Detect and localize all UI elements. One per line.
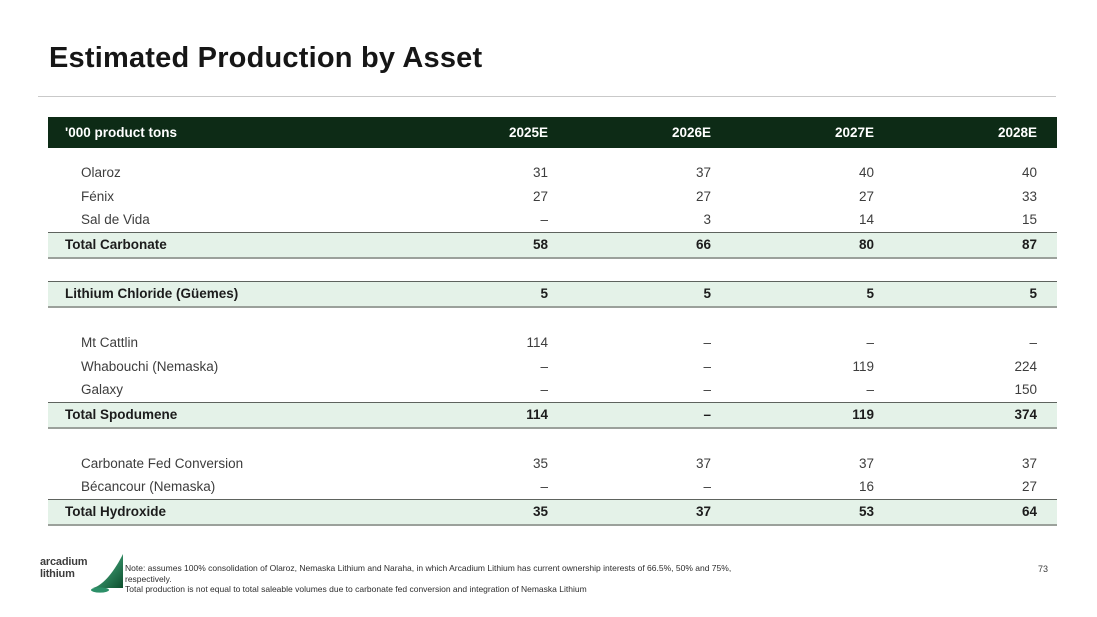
header-units-label: '000 product tons <box>65 125 177 140</box>
row-label: Mt Cattlin <box>81 334 139 350</box>
cell-value: 37 <box>695 164 711 180</box>
table-row: Sal de Vida – 3 14 15 <box>48 208 1057 232</box>
spacer-row <box>48 258 1057 281</box>
cell-value: 53 <box>731 498 894 526</box>
cell-value: 119 <box>852 358 874 374</box>
row-label: Galaxy <box>81 382 124 398</box>
row-label: Total Spodumene <box>48 401 405 429</box>
title-divider <box>38 96 1056 97</box>
cell-value: – <box>703 358 711 374</box>
spacer-cell <box>48 307 1057 330</box>
row-label: Sal de Vida <box>81 212 150 228</box>
spacer-row <box>48 148 1057 160</box>
cell-value: 37 <box>568 498 731 526</box>
header-year-2028e: 2028E <box>997 125 1037 140</box>
company-logo: arcadium lithium <box>40 552 127 599</box>
page-title: Estimated Production by Asset <box>49 42 483 74</box>
cell-value: – <box>540 479 548 495</box>
row-label: Fénix <box>81 188 115 204</box>
cell-value: 5 <box>894 280 1057 308</box>
cell-value: 27 <box>695 188 711 204</box>
cell-value: 374 <box>894 401 1057 429</box>
footnote-line-2: Total production is not equal to total s… <box>125 584 587 594</box>
cell-value: 114 <box>405 401 568 429</box>
cell-value: 33 <box>1021 188 1037 204</box>
cell-value: 16 <box>858 479 874 495</box>
cell-value: 14 <box>858 212 874 228</box>
cell-value: 31 <box>532 164 548 180</box>
production-table: '000 product tons 2025E 2026E 2027E 2028… <box>48 117 1057 526</box>
row-label: Total Hydroxide <box>48 498 405 526</box>
production-table-body: Olaroz 31 37 40 40 Fénix 27 27 27 33 Sal de Vida – 3… <box>48 148 1057 526</box>
cell-value: 87 <box>894 231 1057 259</box>
cell-value: – <box>540 382 548 398</box>
page-number: 73 <box>1037 564 1048 574</box>
cell-value: – <box>866 334 874 350</box>
table-row: Olaroz 31 37 40 40 <box>48 160 1057 184</box>
cell-value: 35 <box>405 498 568 526</box>
cell-value: 37 <box>858 455 874 471</box>
logo-word-arcadium: arcadium <box>40 556 88 568</box>
table-row: Galaxy – – – 150 <box>48 378 1057 402</box>
cell-value: – <box>703 334 711 350</box>
spacer-row <box>48 307 1057 330</box>
cell-value: 37 <box>1021 455 1037 471</box>
cell-value: 80 <box>731 231 894 259</box>
footnote: Note: assumes 100% consolidation of Olar… <box>125 563 775 595</box>
cell-value: 40 <box>1021 164 1037 180</box>
table-row: Total Spodumene 114–119 374 <box>48 401 1057 429</box>
row-label: Whabouchi (Nemaska) <box>81 358 219 374</box>
cell-value: 27 <box>858 188 874 204</box>
cell-value: 27 <box>1021 479 1037 495</box>
cell-value: 114 <box>526 334 548 350</box>
cell-value: 64 <box>894 498 1057 526</box>
cell-value: 224 <box>1014 358 1037 374</box>
cell-value: – <box>703 382 711 398</box>
cell-value: 5 <box>405 280 568 308</box>
table-row: Fénix 27 27 27 33 <box>48 184 1057 208</box>
cell-value: 66 <box>568 231 731 259</box>
table-row: Lithium Chloride (Güemes) 5 5 5 5 <box>48 280 1057 308</box>
cell-value: 5 <box>568 280 731 308</box>
table-header-row: '000 product tons 2025E 2026E 2027E 2028… <box>48 117 1057 148</box>
table-row: Total Carbonate 58 66 80 87 <box>48 231 1057 259</box>
cell-value: – <box>703 479 711 495</box>
cell-value: – <box>1029 334 1037 350</box>
cell-value: 5 <box>731 280 894 308</box>
cell-value: 150 <box>1014 382 1037 398</box>
table-row: Mt Cattlin 114 – – – <box>48 330 1057 354</box>
cell-value: 15 <box>1021 212 1037 228</box>
cell-value: 27 <box>532 188 548 204</box>
cell-value: – <box>568 401 731 429</box>
table-row: Carbonate Fed Conversion 35 37 37 37 <box>48 451 1057 475</box>
table-row: Total Hydroxide 35 37 53 64 <box>48 498 1057 526</box>
cell-value: – <box>540 212 548 228</box>
row-label: Lithium Chloride (Güemes) <box>48 280 405 308</box>
logo-word-lithium: lithium <box>40 567 75 580</box>
table-row: Bécancour (Nemaska) – – 16 27 <box>48 475 1057 499</box>
cell-value: 3 <box>703 212 711 228</box>
spacer-cell <box>48 258 1057 281</box>
cell-value: – <box>540 358 548 374</box>
spacer-row <box>48 428 1057 451</box>
table-row: Whabouchi (Nemaska) – – 119 224 <box>48 354 1057 378</box>
row-label: Bécancour (Nemaska) <box>81 479 216 495</box>
footnote-line-1: Note: assumes 100% consolidation of Olar… <box>125 563 732 584</box>
header-year-2026e: 2026E <box>671 125 711 140</box>
row-label: Carbonate Fed Conversion <box>81 455 244 471</box>
cell-value: 35 <box>532 455 548 471</box>
arcadium-sail-icon <box>89 552 127 599</box>
cell-value: 40 <box>858 164 874 180</box>
header-year-2025e: 2025E <box>508 125 548 140</box>
logo-wordmark: arcadium lithium <box>40 556 88 580</box>
row-label: Olaroz <box>81 164 121 180</box>
cell-value: 37 <box>695 455 711 471</box>
cell-value: – <box>866 382 874 398</box>
header-year-2027e: 2027E <box>834 125 874 140</box>
row-label: Total Carbonate <box>48 231 405 259</box>
table-header: '000 product tons 2025E 2026E 2027E 2028… <box>48 117 1057 148</box>
cell-value: 119 <box>731 401 894 429</box>
cell-value: 58 <box>405 231 568 259</box>
spacer-cell <box>48 428 1057 451</box>
